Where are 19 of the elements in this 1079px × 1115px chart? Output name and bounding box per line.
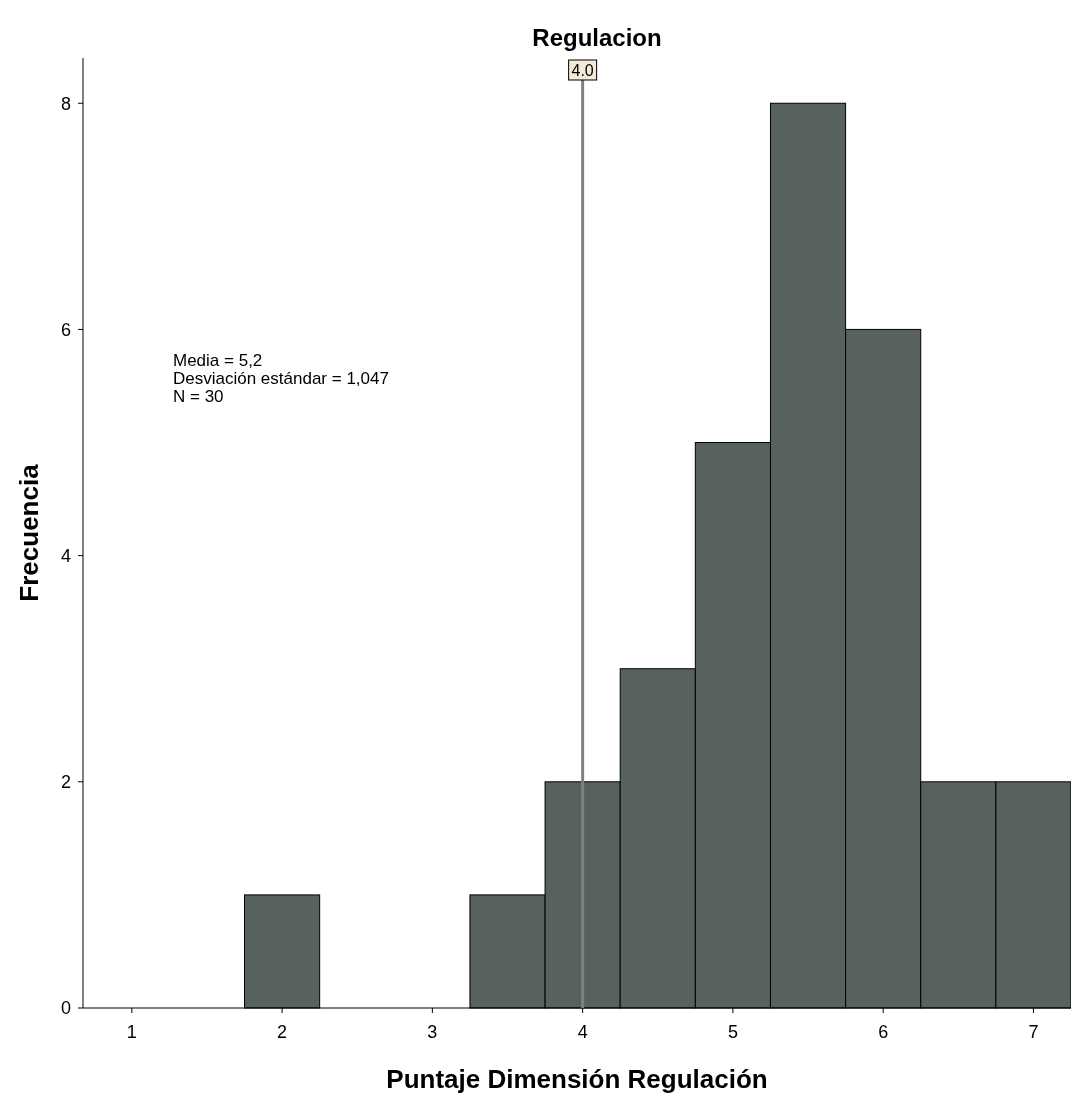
x-tick-label: 3 [427, 1022, 438, 1042]
chart-title: Regulacion [532, 24, 662, 51]
x-tick-label: 5 [727, 1022, 738, 1042]
y-tick-label: 2 [60, 772, 71, 793]
y-tick-label: 4 [60, 545, 71, 566]
annotation: Desviación estándar = 1,047 [173, 369, 389, 388]
annotation: N = 30 [173, 387, 224, 406]
x-tick-label: 4 [577, 1022, 588, 1042]
ref-line-label: 4.0 [571, 62, 594, 79]
annotation: Media = 5,2 [173, 351, 263, 370]
y-axis-title: Frecuencia [14, 463, 44, 602]
x-tick-label: 6 [878, 1022, 889, 1042]
y-tick-label: 8 [60, 93, 71, 114]
x-axis-title: Puntaje Dimensión Regulación [386, 1064, 768, 1094]
y-tick-label: 6 [60, 319, 71, 340]
x-tick-label: 7 [1028, 1022, 1039, 1042]
x-tick-label: 1 [126, 1022, 137, 1042]
y-tick-label: 0 [60, 998, 71, 1019]
x-tick-label: 2 [277, 1022, 288, 1042]
